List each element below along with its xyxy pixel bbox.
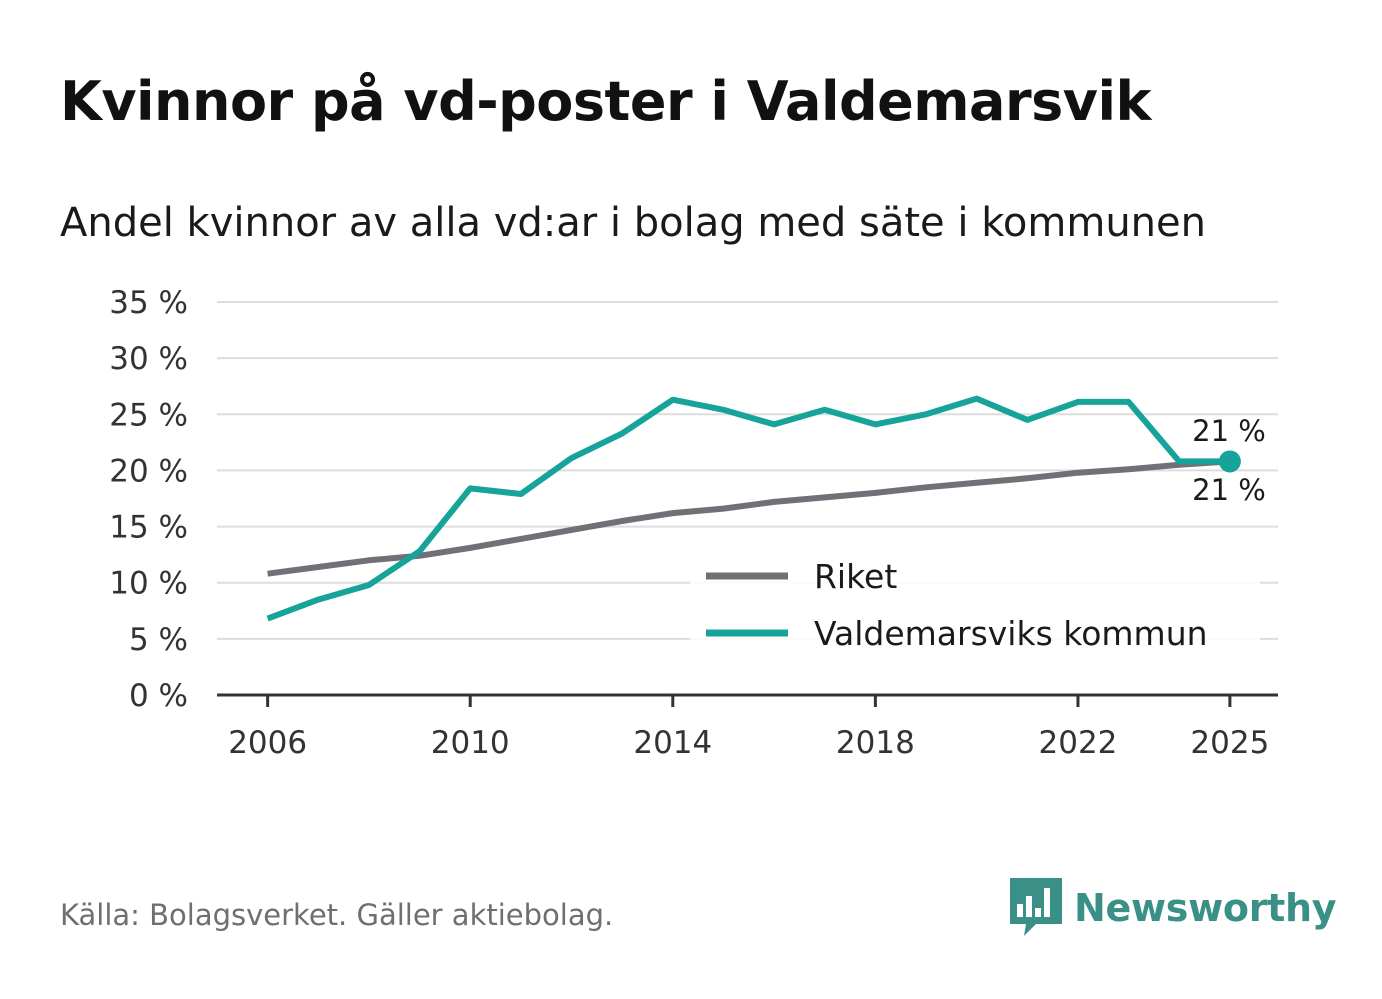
x-tick-label: 2006 xyxy=(228,725,307,761)
source-note: Källa: Bolagsverket. Gäller aktiebolag. xyxy=(60,898,614,932)
y-tick-label: 0 % xyxy=(129,678,188,714)
end-point-marker xyxy=(1218,450,1241,473)
legend: Riket Valdemarsviks kommun xyxy=(690,548,1260,666)
newsworthy-logo: Newsworthy xyxy=(1010,878,1337,938)
y-tick-label: 35 % xyxy=(109,285,188,321)
y-tick-label: 5 % xyxy=(129,622,188,658)
end-label-kommun: 21 % xyxy=(1192,414,1266,448)
legend-label: Valdemarsviks kommun xyxy=(814,614,1208,653)
y-tick-label: 20 % xyxy=(109,453,188,489)
axes: 0 % 5 % 10 % 15 % 20 % 25 % 30 % 35 % 2006 2010 20… xyxy=(109,285,1278,761)
legend-box xyxy=(690,548,1260,666)
series-line-kommun xyxy=(266,395,1230,622)
end-label-riket: 21 % xyxy=(1192,473,1266,507)
y-tick-label: 30 % xyxy=(109,341,188,377)
brand-name: Newsworthy xyxy=(1074,886,1337,930)
x-tick-label: 2014 xyxy=(633,725,712,761)
x-tick-label: 2010 xyxy=(431,725,510,761)
chart-title: Kvinnor på vd-poster i Valdemarsvik xyxy=(60,70,1151,133)
end-labels: 21 % 21 % xyxy=(1192,414,1266,507)
legend-label: Riket xyxy=(814,557,897,596)
newsworthy-chart-icon xyxy=(1010,878,1062,936)
series-lines xyxy=(266,395,1241,622)
y-tick-label: 25 % xyxy=(109,397,188,433)
x-tick-label: 2018 xyxy=(836,725,915,761)
y-tick-label: 10 % xyxy=(109,566,188,602)
chart-subtitle: Andel kvinnor av alla vd:ar i bolag med … xyxy=(60,200,1206,246)
y-tick-label: 15 % xyxy=(109,510,188,546)
x-tick-label: 2022 xyxy=(1039,725,1118,761)
series-line-riket xyxy=(267,458,1231,577)
x-tick-label: 2025 xyxy=(1190,725,1269,761)
